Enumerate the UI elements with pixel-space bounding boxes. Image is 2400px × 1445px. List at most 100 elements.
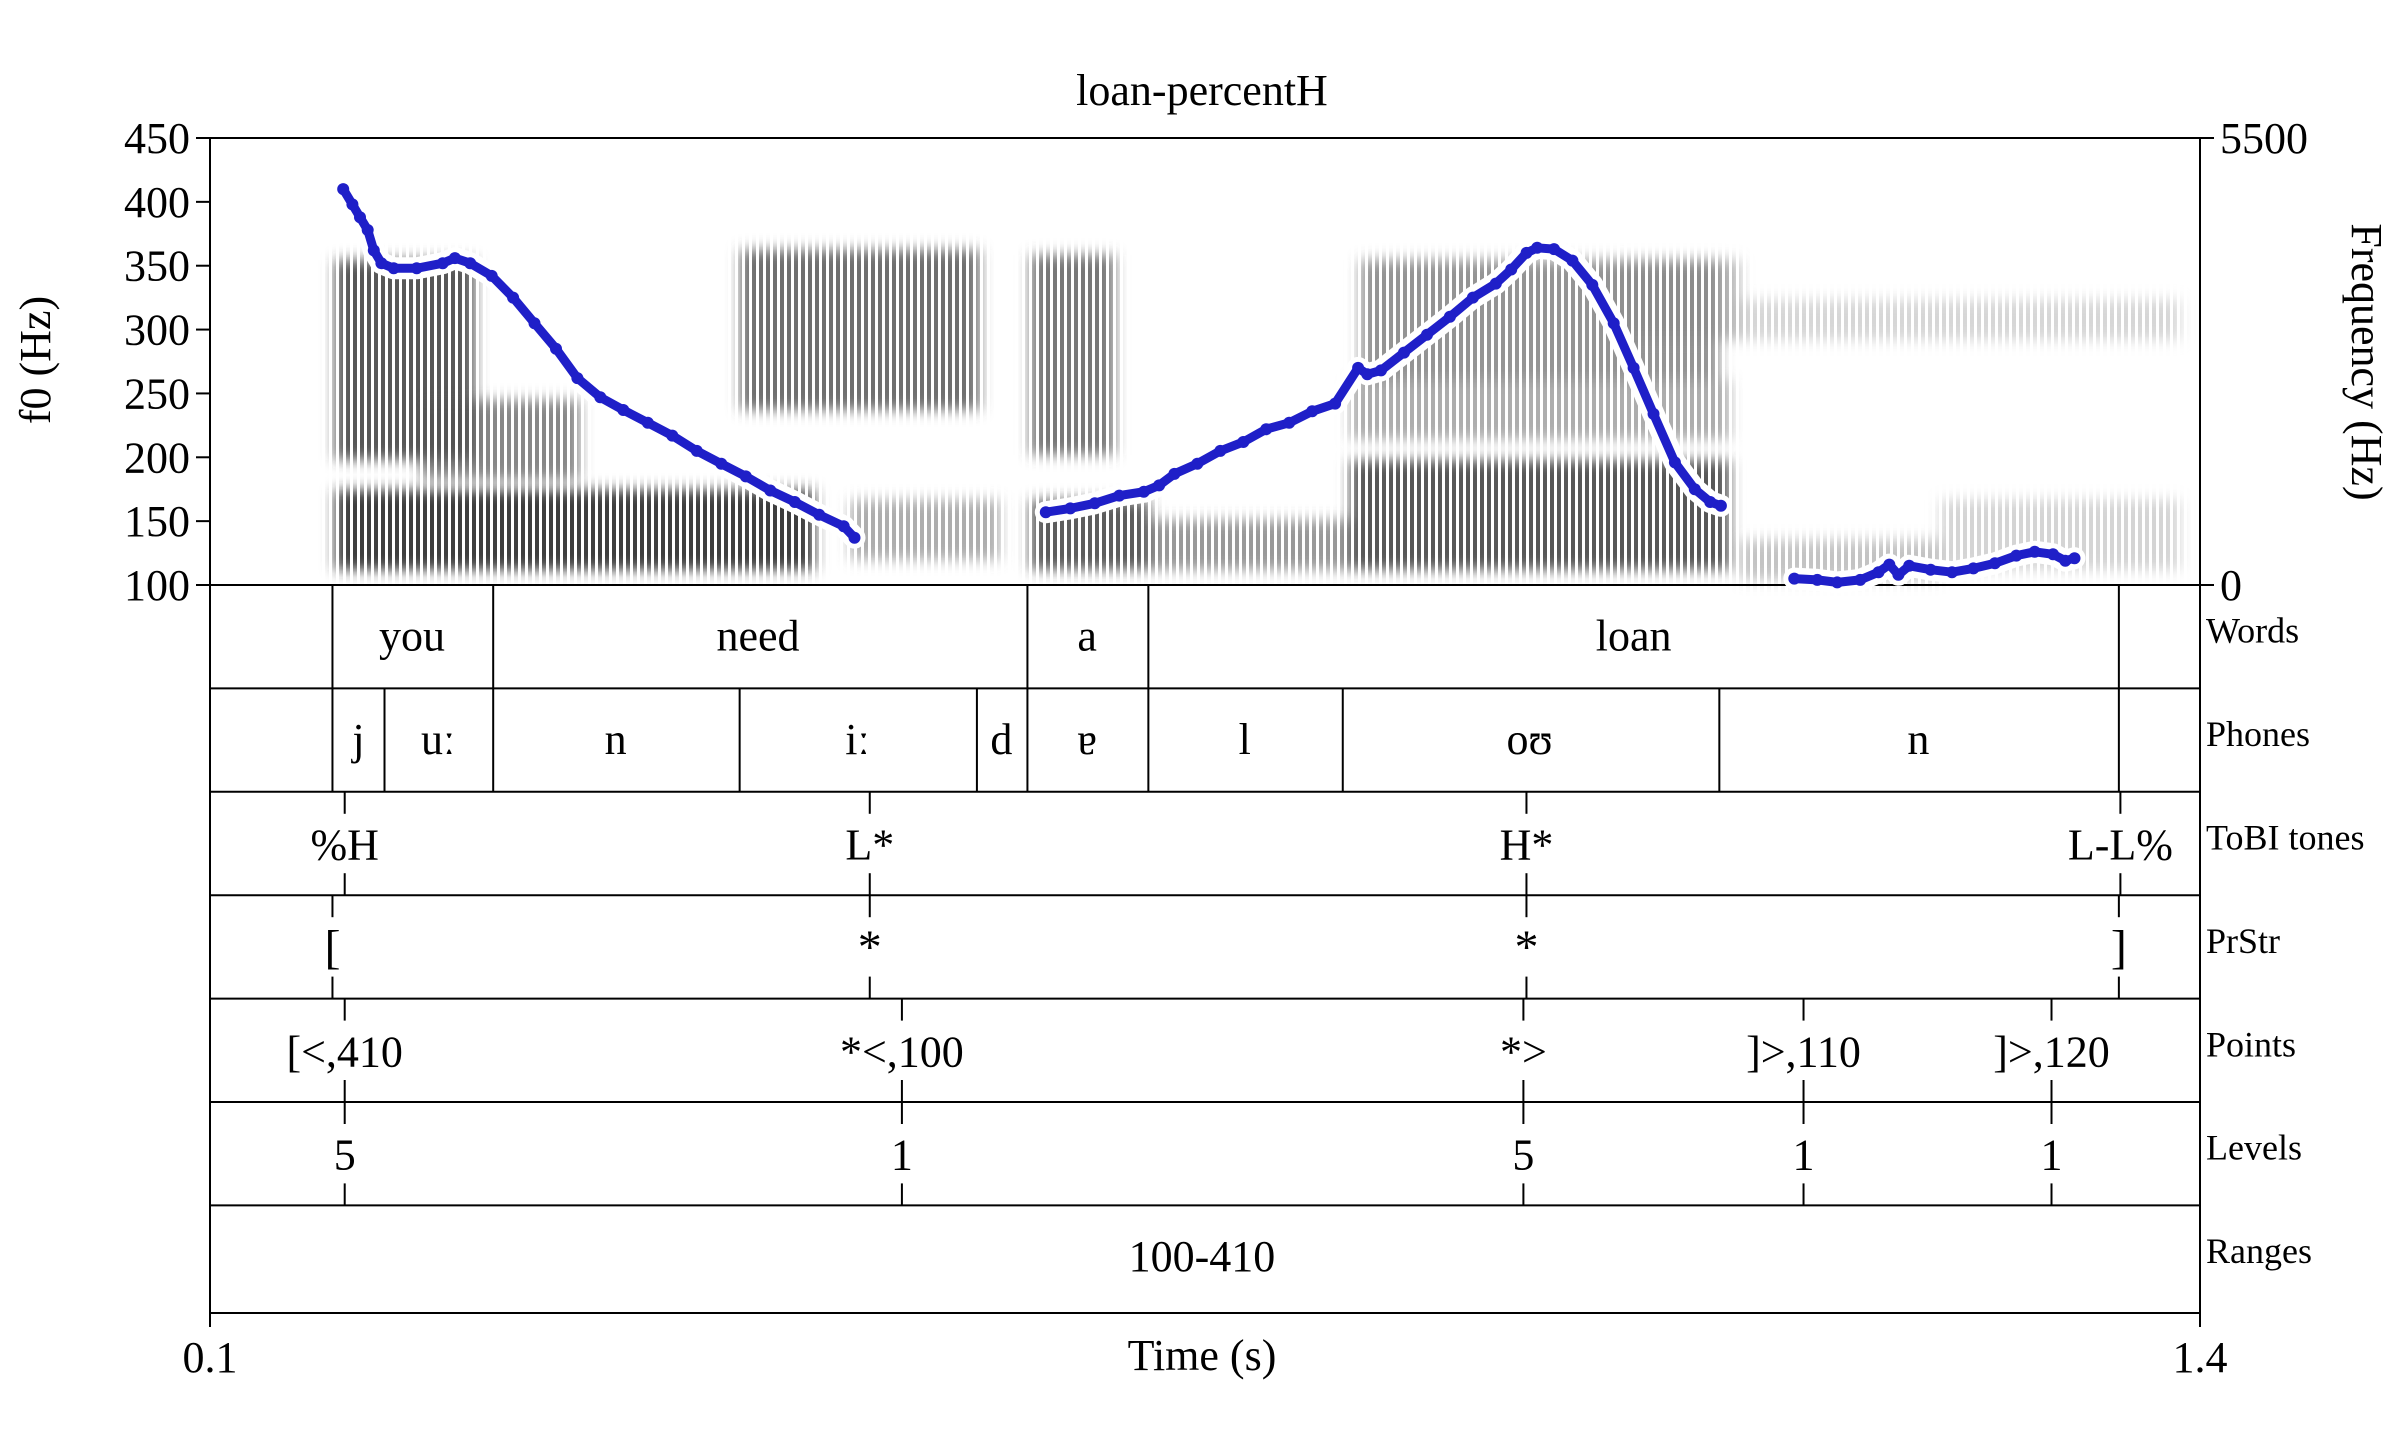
y-tick-label: 300 — [124, 306, 190, 355]
f0-point — [1520, 246, 1533, 259]
f0-point — [2028, 545, 2041, 558]
tier-label: j — [350, 715, 364, 764]
f0-point — [410, 262, 423, 275]
f0-point — [1260, 423, 1273, 436]
tier-label: loan — [1596, 612, 1672, 661]
y-right-tick-label: 5500 — [2220, 114, 2308, 163]
x-axis-title: Time (s) — [1128, 1331, 1277, 1380]
tier-label: need — [716, 612, 799, 661]
point-label: %H — [310, 821, 378, 870]
f0-point — [1306, 405, 1319, 418]
point-label: * — [858, 921, 882, 974]
point-label: 1 — [2041, 1131, 2063, 1180]
f0-point — [617, 404, 630, 416]
tier-name: Ranges — [2206, 1231, 2312, 1271]
f0-point — [1647, 407, 1660, 420]
f0-point — [1329, 397, 1342, 410]
point-label: L* — [845, 821, 894, 870]
f0-point — [1872, 566, 1885, 579]
point-label: ]>,110 — [1746, 1027, 1861, 1076]
f0-point — [1375, 364, 1387, 377]
f0-point — [375, 257, 388, 270]
f0-point — [361, 224, 374, 236]
f0-point — [1214, 444, 1227, 457]
f0-point — [1627, 361, 1640, 374]
f0-point — [507, 291, 520, 304]
spectrogram-image — [335, 250, 2180, 580]
f0-point — [1352, 361, 1365, 374]
f0-point — [715, 457, 728, 470]
f0-point — [1586, 278, 1599, 291]
point-label: L-L% — [2068, 821, 2173, 870]
point-label: [<,410 — [286, 1027, 402, 1076]
f0-point — [1113, 489, 1126, 502]
f0-point — [1668, 456, 1681, 469]
f0-point — [1704, 496, 1717, 508]
tier-label: l — [1239, 715, 1251, 764]
f0-point — [739, 470, 752, 483]
f0-point — [1505, 263, 1518, 276]
f0-point — [1191, 457, 1204, 470]
point-label: *<,100 — [840, 1027, 964, 1076]
tier-label: iː — [845, 715, 869, 764]
f0-point — [354, 211, 366, 224]
f0-point — [1153, 479, 1166, 492]
f0-point — [1168, 467, 1181, 480]
y-axis-title-left: f0 (Hz) — [11, 296, 60, 424]
tier-label: a — [1077, 612, 1097, 661]
f0-point — [1831, 576, 1844, 589]
axes-layer: Words Phones ToBI tones PrStr Points Levels Ra… — [124, 114, 2364, 1382]
tier-label: uː — [421, 715, 455, 764]
f0-point — [1466, 291, 1479, 304]
tier-name: PrStr — [2206, 921, 2280, 961]
point-label: 5 — [1512, 1131, 1534, 1180]
f0-point — [2047, 548, 2059, 561]
f0-line — [338, 184, 859, 543]
point-label: 5 — [334, 1131, 356, 1180]
tier-name: Levels — [2206, 1128, 2302, 1168]
y-tick-label: 200 — [124, 433, 190, 482]
f0-point — [1531, 241, 1544, 254]
f0-point — [1361, 368, 1374, 381]
point-label: 1 — [1793, 1131, 1815, 1180]
f0-point — [1398, 346, 1410, 359]
f0-point — [1883, 558, 1896, 571]
tier-name: Points — [2206, 1024, 2296, 1064]
f0-point — [813, 508, 826, 521]
f0-point — [1988, 557, 2001, 570]
f0-point — [1892, 568, 1905, 581]
tier-name: Words — [2206, 611, 2299, 651]
f0-point — [837, 520, 850, 533]
f0-point — [1924, 563, 1937, 576]
f0-point — [764, 484, 777, 497]
f0-curve-layer — [332, 178, 2086, 594]
f0-point — [1788, 572, 1801, 585]
y-tick-label: 400 — [124, 178, 190, 227]
point-label: [ — [324, 921, 340, 974]
point-label: *> — [1500, 1027, 1547, 1076]
point-label: 1 — [891, 1131, 913, 1180]
f0-point — [1489, 277, 1502, 290]
tier-label: oʊ — [1506, 715, 1552, 764]
chart-title: loan-percentH — [1076, 66, 1328, 115]
f0-point — [1283, 416, 1296, 429]
f0-point — [1443, 310, 1456, 323]
f0-point — [1607, 317, 1620, 330]
point-label: H* — [1500, 821, 1554, 870]
point-label: ] — [2111, 921, 2127, 974]
f0-point — [1137, 485, 1150, 498]
y-tick-label: 250 — [124, 369, 190, 418]
f0-point — [464, 257, 477, 270]
y-tick-label: 150 — [124, 497, 190, 546]
tier-label: n — [1907, 715, 1929, 764]
y-axis-title-right: Frequency (Hz) — [2342, 223, 2391, 500]
f0-point — [1237, 436, 1250, 448]
tier-label: you — [379, 612, 445, 661]
f0-point — [448, 252, 461, 265]
tier-name: Phones — [2206, 714, 2310, 754]
f0-point — [1039, 506, 1052, 519]
tier-label: n — [605, 715, 627, 764]
f0-point — [1811, 573, 1824, 586]
plot-frame — [209, 137, 2201, 1314]
